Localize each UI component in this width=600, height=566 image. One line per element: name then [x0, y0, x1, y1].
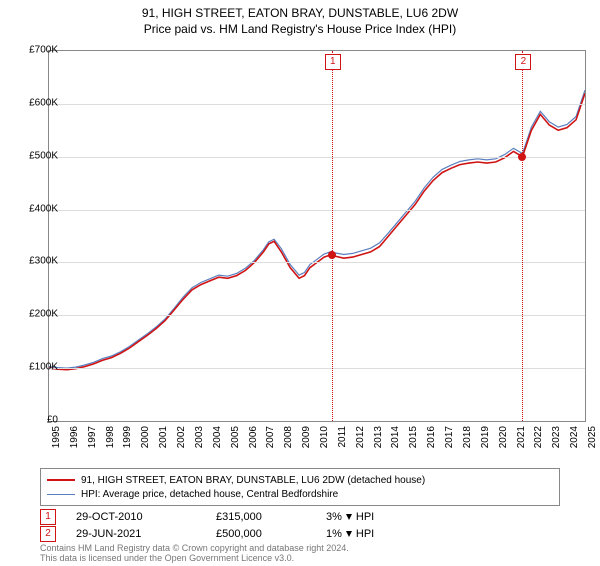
x-tick-label: 2001 [158, 426, 169, 448]
x-tick-label: 2000 [140, 426, 151, 448]
legend-label-property: 91, HIGH STREET, EATON BRAY, DUNSTABLE, … [81, 475, 425, 486]
sale-hpi-pct: 3% [326, 511, 342, 523]
chart-plot-area: 12 [48, 50, 586, 422]
y-tick-label: £500K [29, 150, 58, 161]
gridline [49, 157, 585, 158]
sale-hpi-label: HPI [356, 528, 374, 540]
sale-price: £500,000 [216, 528, 326, 540]
y-tick-label: £600K [29, 97, 58, 108]
gridline [49, 315, 585, 316]
gridline [49, 104, 585, 105]
marker-label-1: 1 [325, 54, 341, 70]
x-tick-label: 2012 [355, 426, 366, 448]
x-tick-label: 2017 [444, 426, 455, 448]
x-tick-label: 2014 [390, 426, 401, 448]
sales-table: 1 29-OCT-2010£315,0003% HPI 2 29-JUN-2021£50… [40, 508, 560, 542]
marker-label-2: 2 [515, 54, 531, 70]
legend: 91, HIGH STREET, EATON BRAY, DUNSTABLE, … [40, 468, 560, 506]
x-tick-label: 2015 [408, 426, 419, 448]
x-tick-label: 2013 [373, 426, 384, 448]
legend-swatch-property [47, 479, 75, 481]
x-tick-label: 1998 [105, 426, 116, 448]
x-tick-label: 1999 [122, 426, 133, 448]
sale-hpi: 3% HPI [326, 511, 374, 523]
sale-row: 2 29-JUN-2021£500,0001% HPI [40, 525, 560, 542]
x-tick-label: 2019 [480, 426, 491, 448]
x-tick-label: 2004 [212, 426, 223, 448]
sale-date: 29-JUN-2021 [76, 528, 216, 540]
arrow-down-icon [346, 514, 352, 520]
chart-lines [49, 51, 585, 421]
marker-dot-1 [328, 251, 336, 259]
y-tick-label: £400K [29, 203, 58, 214]
x-tick-label: 2007 [265, 426, 276, 448]
x-tick-label: 2005 [230, 426, 241, 448]
marker-line-1 [332, 51, 333, 421]
gridline [49, 368, 585, 369]
x-tick-label: 1995 [51, 426, 62, 448]
legend-item-property: 91, HIGH STREET, EATON BRAY, DUNSTABLE, … [47, 473, 553, 487]
gridline [49, 262, 585, 263]
x-tick-label: 1996 [69, 426, 80, 448]
y-tick-label: £0 [47, 415, 58, 426]
x-tick-label: 2010 [319, 426, 330, 448]
marker-dot-2 [518, 153, 526, 161]
footer-line2: This data is licensed under the Open Gov… [40, 554, 349, 564]
sale-hpi-label: HPI [356, 511, 374, 523]
y-tick-label: £100K [29, 362, 58, 373]
series-line-hpi [49, 90, 585, 368]
x-tick-label: 1997 [87, 426, 98, 448]
sale-date: 29-OCT-2010 [76, 511, 216, 523]
x-tick-label: 2002 [176, 426, 187, 448]
y-tick-label: £700K [29, 45, 58, 56]
x-tick-label: 2025 [587, 426, 598, 448]
y-tick-label: £300K [29, 256, 58, 267]
chart-subtitle: Price paid vs. HM Land Registry's House … [0, 22, 600, 36]
sale-id-box: 2 [40, 526, 56, 542]
marker-line-2 [522, 51, 523, 421]
x-tick-label: 2021 [516, 426, 527, 448]
legend-swatch-hpi [47, 494, 75, 495]
x-tick-label: 2009 [301, 426, 312, 448]
x-tick-label: 2018 [462, 426, 473, 448]
chart-title: 91, HIGH STREET, EATON BRAY, DUNSTABLE, … [0, 6, 600, 20]
sale-price: £315,000 [216, 511, 326, 523]
sale-id-box: 1 [40, 509, 56, 525]
footer-attribution: Contains HM Land Registry data © Crown c… [40, 544, 349, 564]
gridline [49, 210, 585, 211]
sale-hpi: 1% HPI [326, 528, 374, 540]
x-tick-label: 2020 [498, 426, 509, 448]
x-axis-labels: 1995 1996 1997 1998 1999 2000 2001 2002 2003 2004… [48, 422, 586, 466]
legend-label-hpi: HPI: Average price, detached house, Cent… [81, 489, 338, 500]
x-tick-label: 2006 [248, 426, 259, 448]
sale-row: 1 29-OCT-2010£315,0003% HPI [40, 508, 560, 525]
x-tick-label: 2003 [194, 426, 205, 448]
x-tick-label: 2008 [283, 426, 294, 448]
x-tick-label: 2023 [551, 426, 562, 448]
x-tick-label: 2011 [337, 426, 348, 448]
sale-hpi-pct: 1% [326, 528, 342, 540]
legend-item-hpi: HPI: Average price, detached house, Cent… [47, 487, 553, 501]
y-tick-label: £200K [29, 309, 58, 320]
x-tick-label: 2024 [569, 426, 580, 448]
arrow-down-icon [346, 531, 352, 537]
x-tick-label: 2022 [533, 426, 544, 448]
series-line-property [49, 93, 585, 369]
x-tick-label: 2016 [426, 426, 437, 448]
